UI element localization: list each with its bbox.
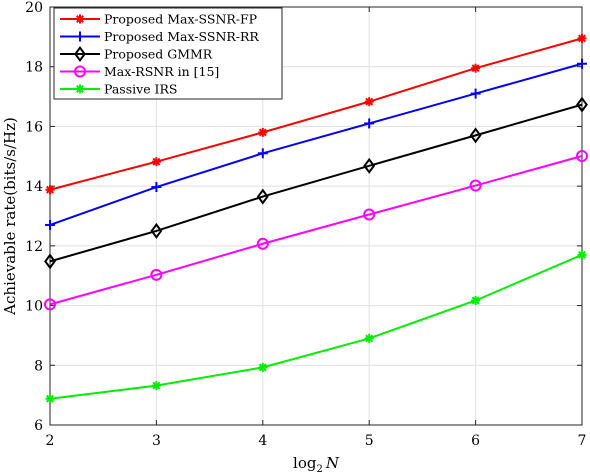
- x-tick-label: 3: [152, 433, 161, 449]
- data-point-marker: [150, 268, 163, 281]
- series: [45, 58, 587, 230]
- legend-item: Proposed Max-SSNR-RR: [60, 29, 259, 44]
- series: [45, 250, 587, 404]
- legend-item: Max-RSNR in [15]: [60, 64, 219, 79]
- data-point-marker: [576, 149, 588, 162]
- data-point-marker: [470, 88, 481, 99]
- data-point-marker: [469, 127, 482, 144]
- series-layer: [44, 33, 588, 404]
- x-tick-label: 2: [46, 433, 55, 449]
- data-point-marker: [151, 182, 162, 193]
- data-point-marker: [576, 96, 588, 113]
- y-tick-label: 6: [34, 418, 43, 434]
- data-point-marker: [364, 97, 374, 107]
- data-point-marker: [471, 295, 481, 305]
- y-tick-labels: 6 8 10 12 14 16 18 20: [25, 0, 43, 434]
- series: [45, 33, 587, 195]
- series-line: [49, 103, 583, 263]
- series-line: [49, 62, 583, 226]
- data-point-marker: [151, 381, 161, 391]
- data-point-marker: [364, 333, 374, 343]
- legend-item: Passive IRS: [60, 82, 177, 97]
- y-tick-label: 10: [25, 299, 43, 315]
- data-point-marker: [364, 118, 375, 129]
- x-tick-label: 5: [365, 433, 374, 449]
- y-tick-label: 12: [25, 239, 43, 255]
- series-line: [49, 37, 583, 191]
- x-axis-label: log2 N: [293, 454, 340, 474]
- data-point-marker: [75, 84, 85, 94]
- series: [44, 96, 588, 270]
- data-point-marker: [577, 58, 587, 69]
- series-line: [49, 155, 583, 306]
- data-point-marker: [469, 179, 482, 192]
- legend-label: Passive IRS: [104, 82, 177, 97]
- legend-label: Proposed GMMR: [104, 47, 213, 62]
- data-point-marker: [256, 188, 269, 205]
- y-tick-label: 18: [25, 60, 43, 76]
- data-point-marker: [151, 157, 161, 167]
- data-point-marker: [75, 31, 85, 42]
- data-point-marker: [45, 219, 55, 230]
- data-point-marker: [258, 127, 268, 137]
- x-tick-label: 6: [471, 433, 480, 449]
- data-point-marker: [577, 33, 587, 43]
- y-axis-label: Achievable rate(bits/s/Hz): [1, 117, 19, 316]
- data-point-marker: [258, 362, 268, 372]
- y-tick-label: 20: [25, 0, 43, 16]
- data-point-marker: [45, 185, 55, 195]
- data-point-marker: [150, 222, 163, 239]
- series-line: [49, 253, 583, 400]
- data-point-marker: [74, 65, 86, 78]
- x-tick-label: 4: [258, 433, 267, 449]
- data-point-marker: [363, 208, 376, 221]
- data-point-marker: [257, 148, 268, 159]
- data-point-marker: [256, 237, 269, 250]
- x-tick-labels: 2 3 4 5 6 7: [46, 433, 587, 449]
- y-tick-label: 16: [25, 119, 43, 135]
- data-point-marker: [75, 14, 85, 24]
- data-point-marker: [44, 253, 56, 270]
- y-tick-label: 8: [34, 358, 43, 374]
- legend: Proposed Max-SSNR-FP Proposed Max-SSNR-RR…: [53, 7, 283, 100]
- axis-ticks: [49, 6, 583, 426]
- x-tick-label: 7: [578, 433, 587, 449]
- data-point-marker: [45, 394, 55, 404]
- data-point-marker: [363, 157, 376, 174]
- legend-item: Proposed Max-SSNR-FP: [60, 12, 257, 27]
- data-point-marker: [74, 45, 86, 63]
- legend-label: Proposed Max-SSNR-RR: [104, 29, 259, 44]
- data-point-marker: [577, 250, 587, 260]
- y-tick-label: 14: [25, 179, 43, 195]
- legend-label: Max-RSNR in [15]: [104, 64, 219, 79]
- legend-label: Proposed Max-SSNR-FP: [104, 12, 257, 27]
- data-point-marker: [471, 63, 481, 73]
- series: [44, 149, 588, 311]
- data-point-marker: [44, 298, 56, 311]
- legend-item: Proposed GMMR: [60, 45, 213, 63]
- plot-frame: [49, 6, 583, 426]
